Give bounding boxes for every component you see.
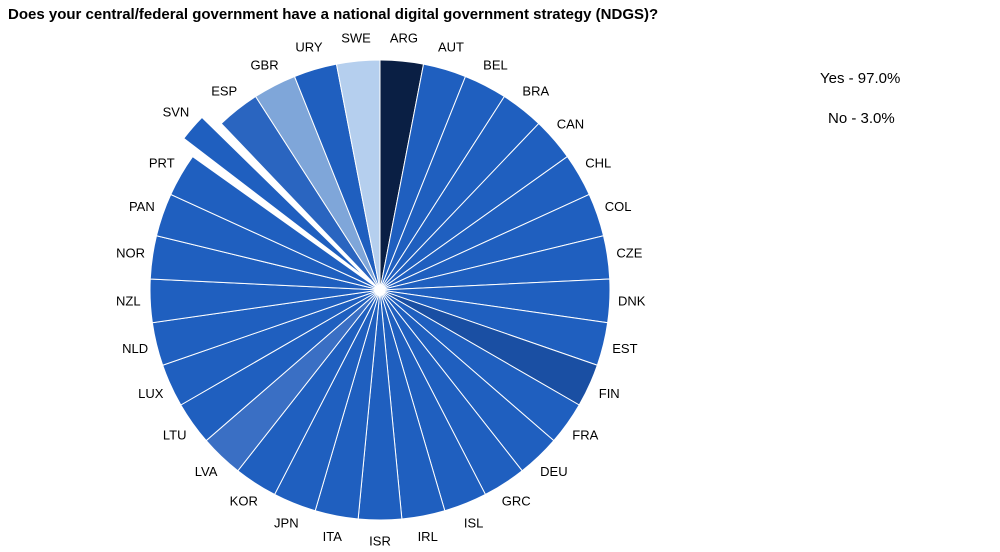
slice-label: CZE: [616, 246, 642, 261]
slice-label: SWE: [341, 31, 371, 46]
slice-label: PAN: [129, 199, 155, 214]
slice-label: LTU: [163, 428, 187, 443]
chart-title: Does your central/federal government hav…: [8, 6, 658, 23]
slice-label: PRT: [149, 155, 175, 170]
slice-label: ISR: [369, 533, 391, 548]
slice-label: ESP: [211, 83, 237, 98]
legend-yes: Yes - 97.0%: [820, 70, 900, 87]
slice-label: DNK: [618, 293, 646, 308]
slice-label: URY: [295, 40, 323, 55]
slice-label: FRA: [572, 428, 598, 443]
slice-label: NOR: [116, 246, 145, 261]
slice-label: NZL: [116, 293, 141, 308]
slice-label: BRA: [522, 83, 549, 98]
slice-label: LVA: [195, 464, 218, 479]
slice-label: ARG: [390, 31, 418, 46]
slice-label: JPN: [274, 515, 299, 530]
slice-label: GRC: [502, 493, 531, 508]
slice-label: CHL: [585, 155, 611, 170]
slice-label: IRL: [418, 529, 438, 544]
slice-label: GBR: [250, 57, 278, 72]
slice-label: SVN: [163, 105, 190, 120]
slice-label: LUX: [138, 386, 164, 401]
slice-label: CAN: [557, 116, 584, 131]
slice-label: DEU: [540, 464, 567, 479]
slice-label: EST: [612, 341, 637, 356]
legend-no: No - 3.0%: [828, 110, 895, 127]
pie-chart: ARG AUT BEL BRA CAN CHL COL CZE DNK EST FIN FRA DEU G…: [0, 30, 1000, 550]
slice-label: AUT: [438, 40, 464, 55]
slice-label: KOR: [230, 493, 258, 508]
slice-label: NLD: [122, 341, 148, 356]
slice-label: COL: [605, 199, 632, 214]
slice-label: FIN: [599, 386, 620, 401]
slice-label: BEL: [483, 57, 508, 72]
slice-label: ISL: [464, 515, 484, 530]
slice-label: ITA: [323, 529, 343, 544]
